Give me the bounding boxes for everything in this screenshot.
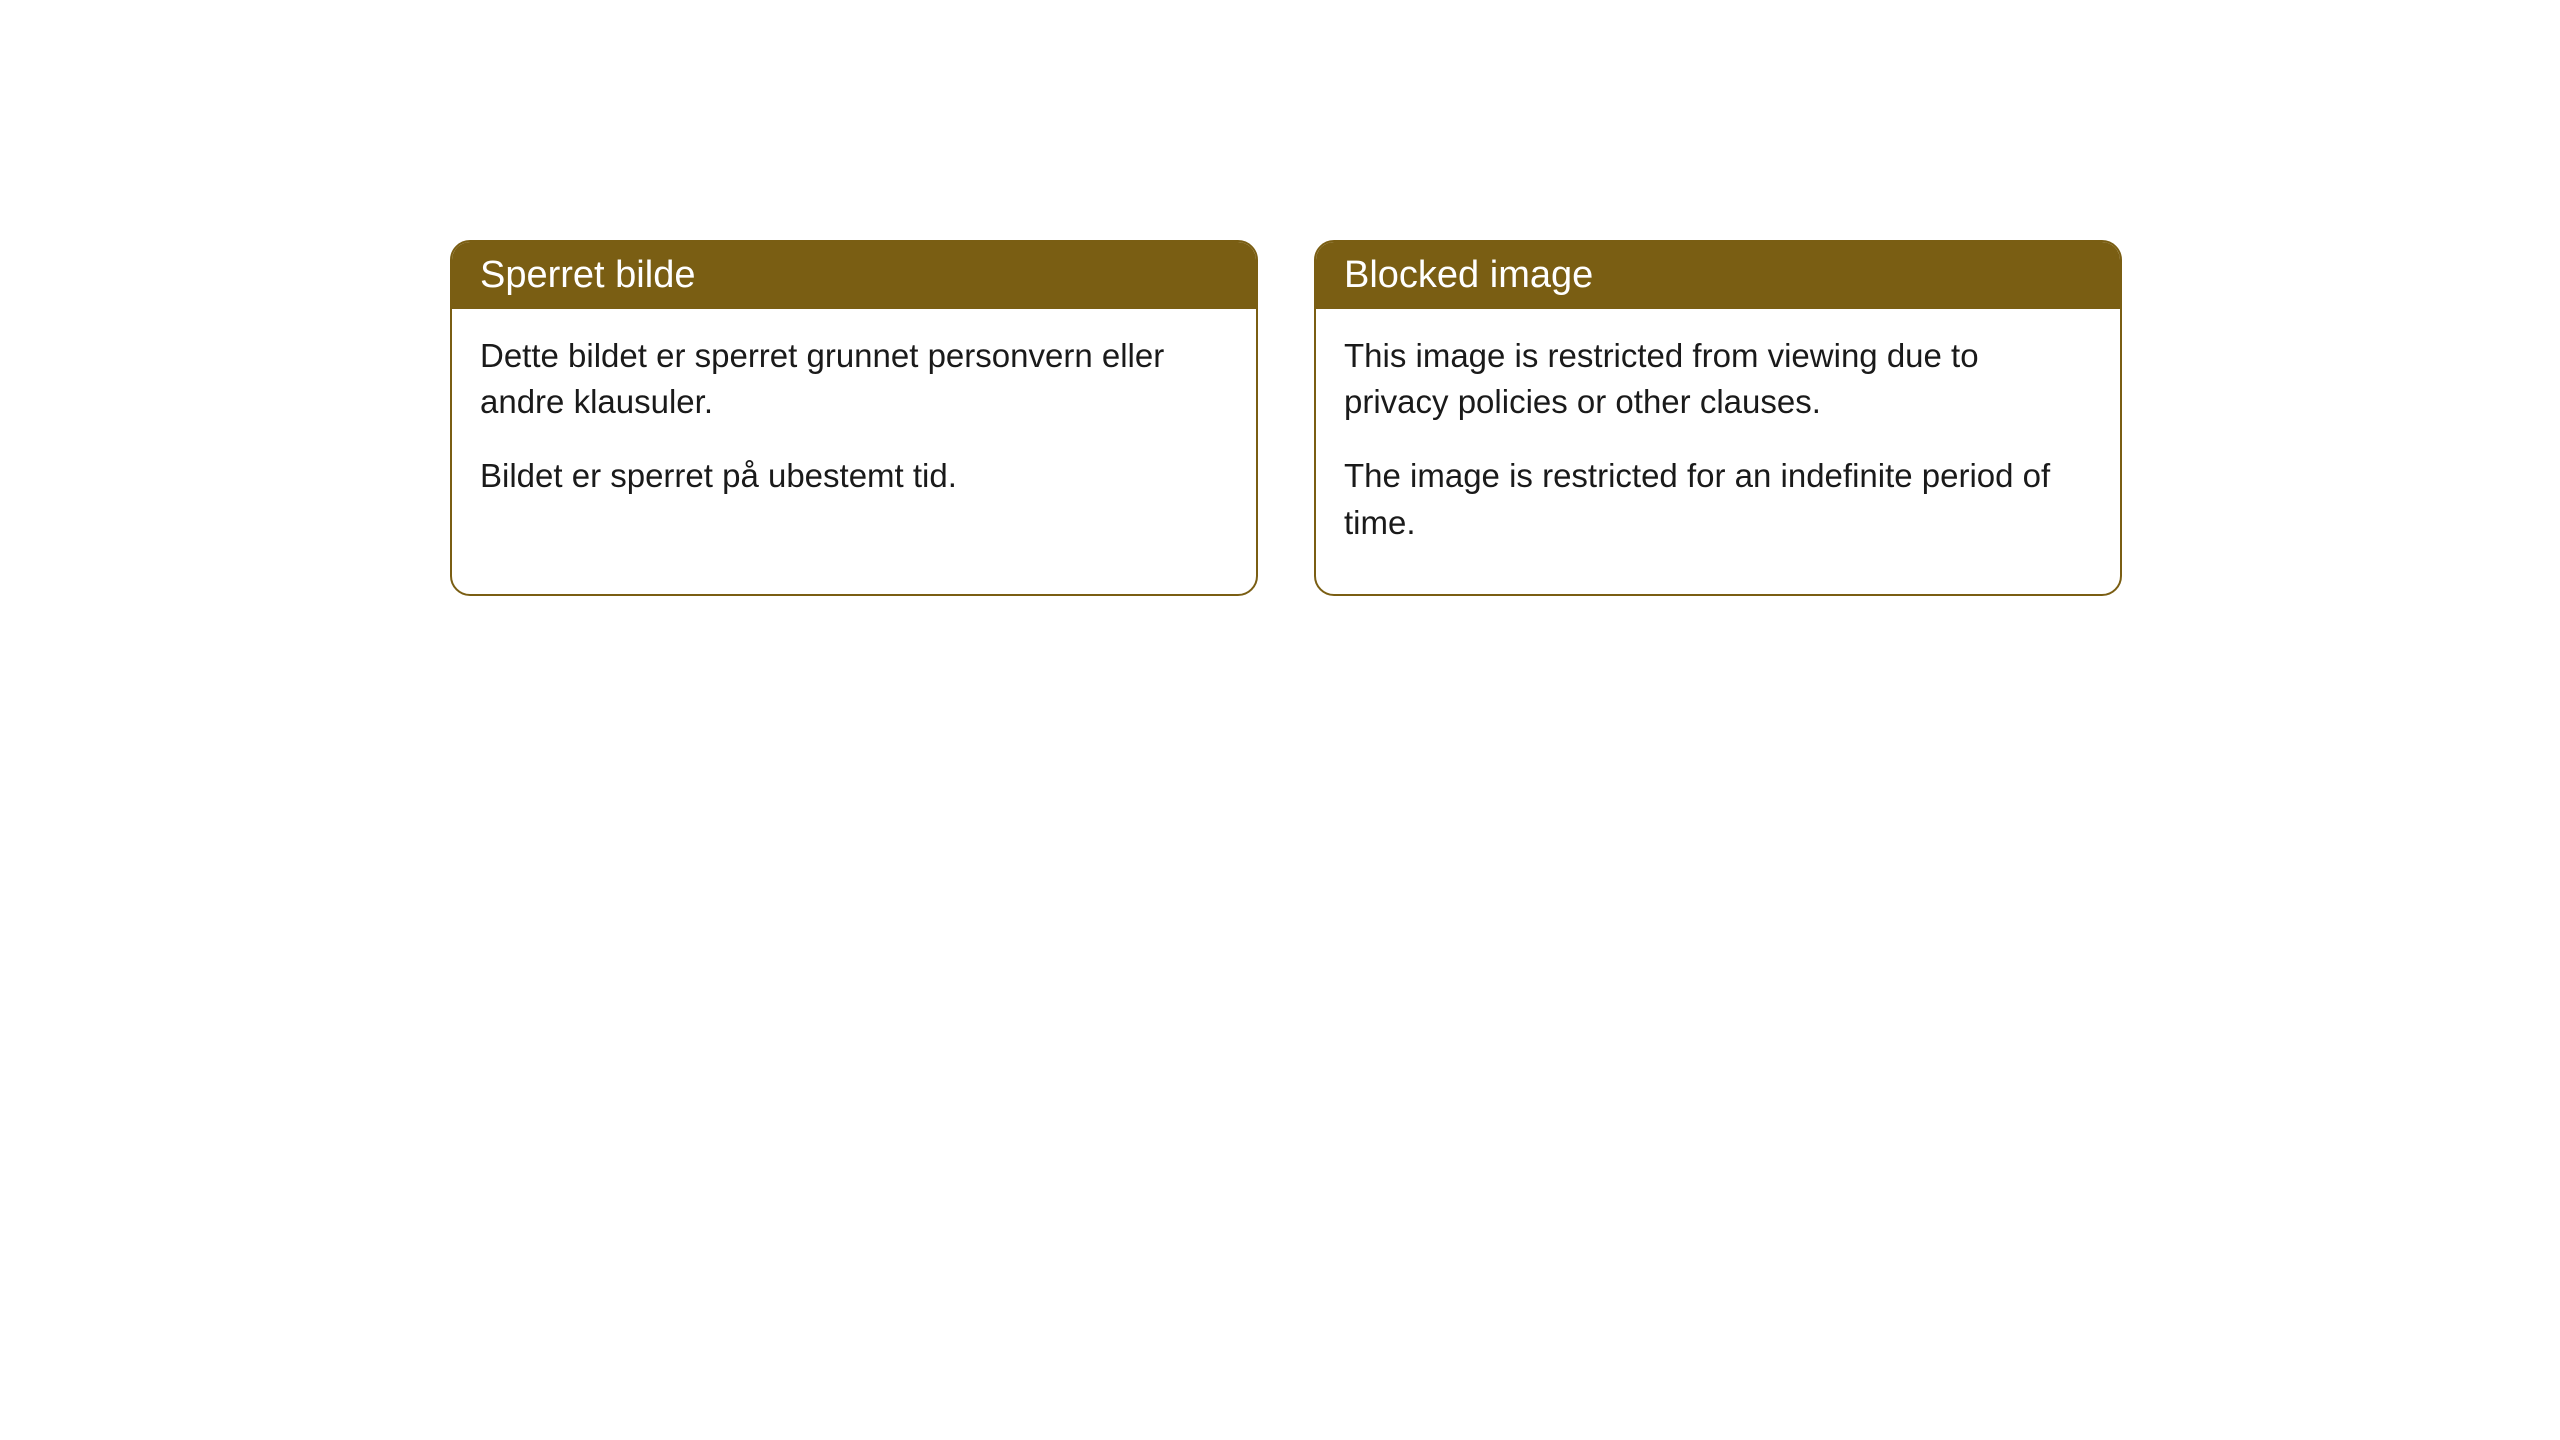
- card-paragraph: Dette bildet er sperret grunnet personve…: [480, 333, 1228, 425]
- blocked-image-card-english: Blocked image This image is restricted f…: [1314, 240, 2122, 596]
- card-paragraph: This image is restricted from viewing du…: [1344, 333, 2092, 425]
- notice-cards-container: Sperret bilde Dette bildet er sperret gr…: [450, 240, 2122, 596]
- card-header: Blocked image: [1316, 242, 2120, 309]
- card-paragraph: The image is restricted for an indefinit…: [1344, 453, 2092, 545]
- card-body: This image is restricted from viewing du…: [1316, 309, 2120, 594]
- card-header: Sperret bilde: [452, 242, 1256, 309]
- card-title: Sperret bilde: [480, 254, 695, 296]
- card-body: Dette bildet er sperret grunnet personve…: [452, 309, 1256, 548]
- card-title: Blocked image: [1344, 254, 1593, 296]
- blocked-image-card-norwegian: Sperret bilde Dette bildet er sperret gr…: [450, 240, 1258, 596]
- card-paragraph: Bildet er sperret på ubestemt tid.: [480, 453, 1228, 499]
